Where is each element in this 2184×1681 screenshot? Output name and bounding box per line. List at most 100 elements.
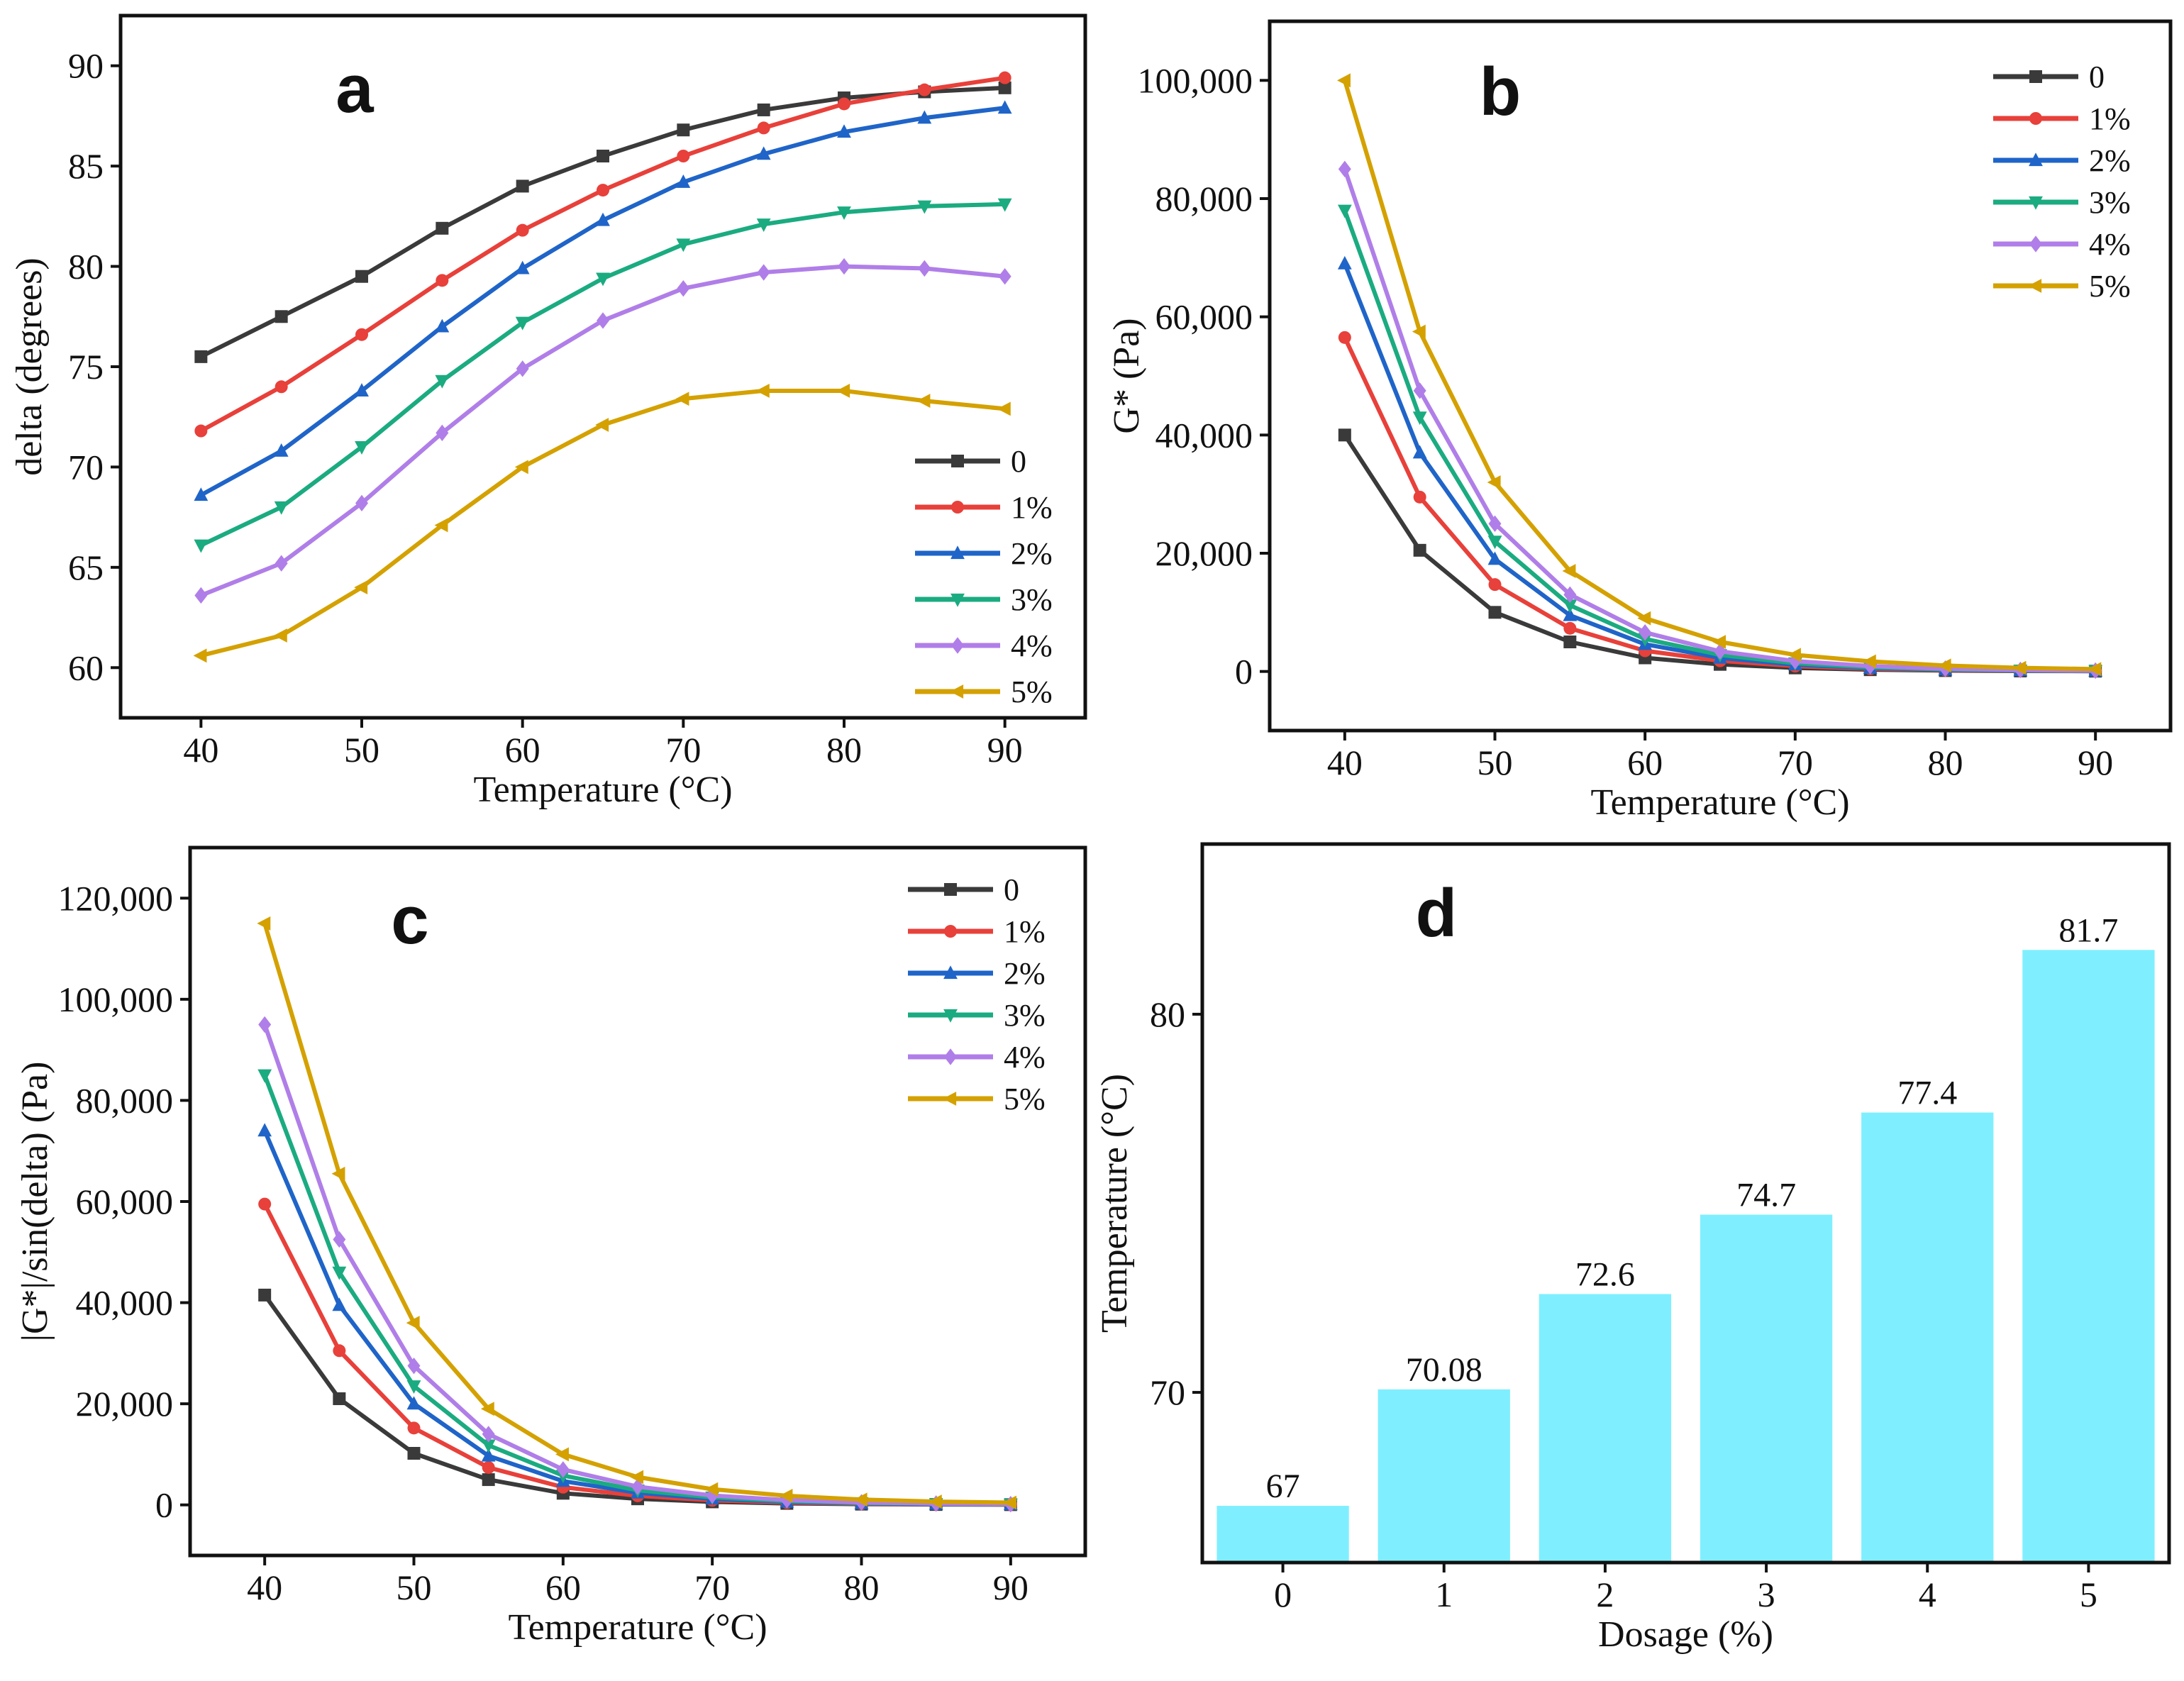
y-tick-label: 70	[1150, 1372, 1185, 1412]
data-point	[257, 1123, 272, 1137]
data-point	[407, 1357, 421, 1375]
series-4pct	[1338, 160, 2102, 679]
data-point	[838, 257, 850, 275]
series-2pct	[194, 100, 1012, 501]
bar	[2022, 950, 2155, 1561]
data-point	[333, 1344, 346, 1358]
bar	[1700, 1214, 1833, 1561]
panel-label: a	[336, 51, 374, 127]
data-point	[837, 206, 851, 220]
series-line	[1343, 433, 2096, 674]
data-point	[355, 328, 368, 341]
data-point	[482, 1460, 495, 1474]
legend-label: 3%	[1004, 998, 1046, 1033]
data-point	[1003, 1495, 1016, 1510]
data-point	[354, 580, 368, 595]
data-point	[556, 1461, 570, 1478]
data-point	[257, 1069, 272, 1083]
legend-label: 0	[2089, 60, 2105, 94]
bar-value-label: 77.4	[1897, 1075, 1957, 1112]
y-tick-label: 0	[1235, 652, 1253, 692]
y-tick-label: 40,000	[76, 1283, 174, 1323]
data-point	[597, 184, 609, 197]
y-tick-label: 0	[155, 1485, 173, 1525]
data-point	[333, 1231, 346, 1248]
x-tick-label: 90	[993, 1568, 1029, 1607]
panel-b: 40 50 60 70 80 90 0 20,000 40,000 60,000 80,000 100…	[1107, 19, 2173, 823]
data-point	[1563, 586, 1577, 604]
series-3pct	[194, 198, 1012, 553]
plot-frame	[118, 13, 1087, 720]
data-point	[1337, 255, 1352, 270]
legend-item: 1%	[908, 914, 1046, 949]
data-point	[1338, 331, 1351, 344]
x-tick-label: 40	[247, 1568, 282, 1607]
data-point	[757, 103, 770, 116]
data-point	[481, 1448, 496, 1462]
legend-item: 4%	[915, 628, 1053, 663]
data-point	[1863, 658, 1877, 675]
series-5pct	[193, 384, 1011, 663]
bar-value-label: 74.7	[1736, 1176, 1796, 1214]
data-point	[2012, 660, 2027, 675]
panel-label: d	[1416, 875, 1458, 951]
legend-label: 5%	[1011, 675, 1053, 709]
data-point	[480, 1402, 494, 1416]
data-point	[1413, 543, 1426, 557]
data-point	[757, 264, 770, 281]
data-point	[515, 316, 530, 331]
data-point	[258, 1288, 272, 1302]
data-point	[516, 360, 529, 377]
series-line	[199, 75, 1006, 433]
data-point	[1488, 515, 1502, 533]
legend-label: 3%	[1011, 582, 1053, 617]
data-point	[1562, 564, 1576, 578]
legend-item: 0	[915, 444, 1026, 479]
x-tick-label: 50	[397, 1568, 432, 1607]
x-tick-label: 60	[1627, 743, 1663, 782]
data-point	[1937, 658, 1951, 673]
legend-marker	[944, 925, 957, 938]
legend-marker	[943, 1092, 957, 1106]
y-tick-label: 60,000	[76, 1182, 174, 1221]
x-tick-label: 70	[665, 730, 701, 770]
legend: 0 1% 2% 3% 4% 5%	[908, 872, 1046, 1116]
series-line	[199, 106, 1006, 497]
data-point	[1487, 551, 1502, 565]
x-tick-label: 80	[844, 1568, 880, 1607]
legend-item: 2%	[1993, 143, 2131, 178]
legend-label: 4%	[1004, 1040, 1046, 1075]
legend-label: 2%	[1004, 956, 1046, 991]
legend-item: 2%	[915, 536, 1053, 571]
y-tick-label: 40,000	[1155, 415, 1253, 455]
legend-marker	[951, 501, 964, 514]
data-point	[482, 1426, 495, 1443]
x-tick-label: 80	[826, 730, 862, 770]
data-point	[1488, 578, 1502, 592]
data-point	[436, 424, 449, 442]
data-point	[258, 1197, 272, 1211]
series-3pct	[1337, 204, 2103, 679]
y-axis-title: Temperature (°C)	[1094, 1074, 1135, 1333]
legend-item: 5%	[908, 1082, 1046, 1116]
plot-frame	[1268, 19, 2173, 733]
bar	[1861, 1112, 1994, 1561]
legend-label: 2%	[2089, 143, 2131, 178]
data-point	[998, 71, 1011, 84]
data-point	[407, 1421, 421, 1435]
data-point	[1487, 536, 1502, 550]
series-4pct	[194, 257, 1011, 604]
data-point	[516, 223, 529, 237]
data-point	[332, 1297, 347, 1311]
data-point	[997, 401, 1011, 416]
x-tick-label: 70	[1778, 743, 1813, 782]
y-tick-label: 80	[68, 247, 104, 287]
data-point	[516, 179, 529, 193]
series-1pct	[194, 71, 1011, 438]
series-5pct	[257, 916, 1016, 1510]
bar	[1216, 1506, 1349, 1561]
panel-d: 70 80 67 0 70.08 1 72.6 2 74.7 3 77.4 4 81.7 5 Dosage …	[1094, 842, 2171, 1655]
data-point	[406, 1380, 421, 1394]
series-2pct	[257, 1123, 1018, 1511]
